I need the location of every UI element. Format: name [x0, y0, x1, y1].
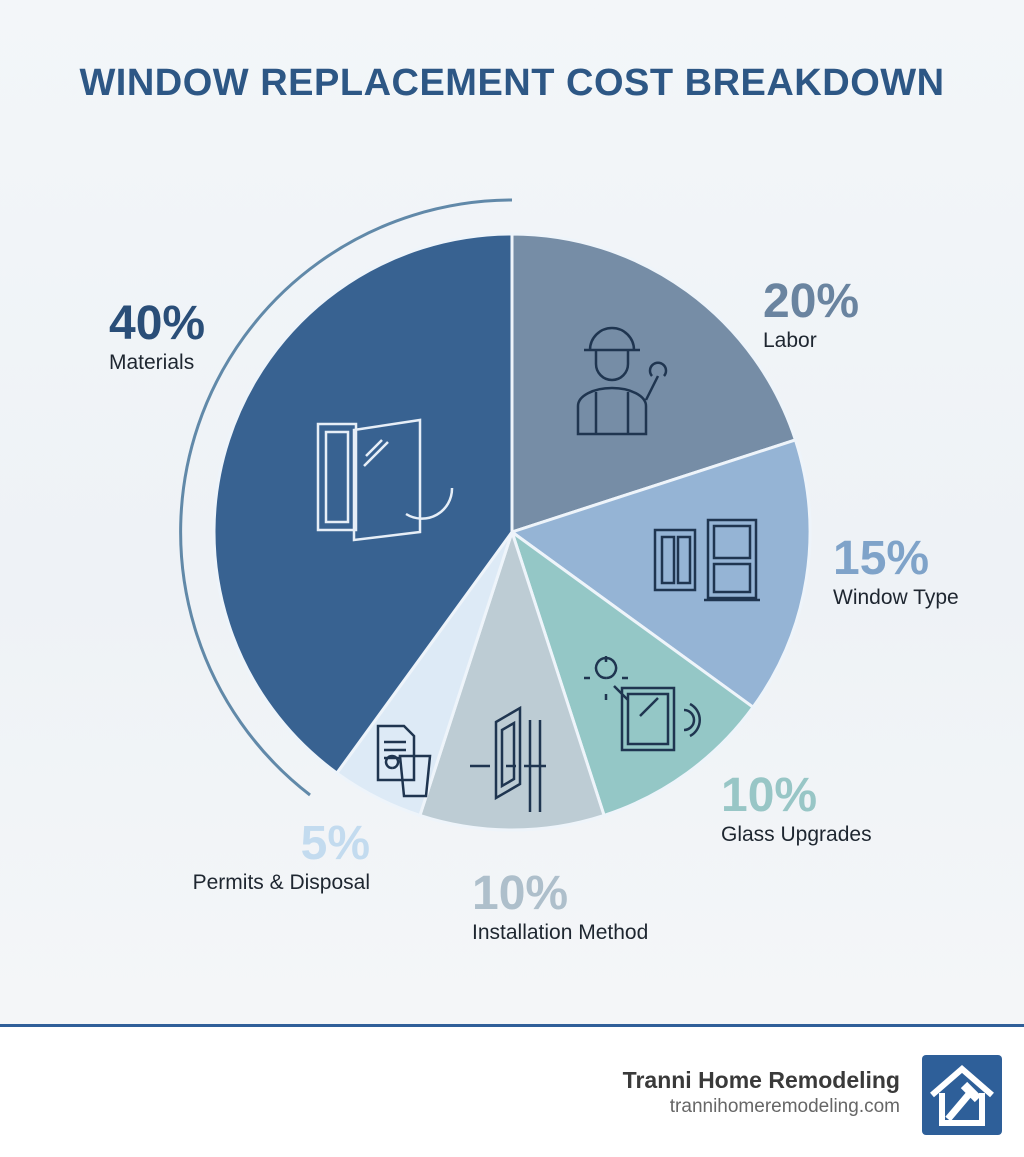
- slice-label: 20% Labor: [763, 275, 860, 352]
- pie-slice-materials: [212, 232, 514, 776]
- slice-percent: 20%: [763, 275, 860, 328]
- slice-label: 5% Permits & Disposal: [192, 817, 370, 894]
- permit-recycle-icon: [376, 724, 432, 798]
- window-swap-icon: [316, 418, 454, 542]
- slice-category: Permits & Disposal: [192, 871, 370, 894]
- slice-label: 10% Installation Method: [472, 867, 649, 944]
- slice-percent: 40%: [109, 297, 206, 350]
- slice-percent: 15%: [833, 532, 930, 585]
- slice-percent: 5%: [300, 817, 370, 870]
- company-url[interactable]: trannihomeremodeling.com: [669, 1096, 900, 1117]
- glass-sun-icon: [584, 656, 701, 752]
- slice-category: Materials: [109, 351, 195, 374]
- slice-percent: 10%: [721, 769, 818, 822]
- slice-label: 15% Window Type: [833, 532, 959, 609]
- decorative-arc: [179, 198, 513, 797]
- chart-title: WINDOW REPLACEMENT COST BREAKDOWN: [79, 62, 945, 104]
- slice-percent: 10%: [472, 867, 569, 920]
- house-hammer-icon: [922, 1055, 1002, 1135]
- pie-chart: [179, 198, 812, 832]
- company-name: Tranni Home Remodeling: [622, 1067, 900, 1093]
- worker-icon: [576, 326, 668, 436]
- footer: Tranni Home Remodeling trannihomeremodel…: [0, 1024, 1024, 1157]
- slice-category: Glass Upgrades: [721, 823, 872, 846]
- windows-icon: [653, 518, 760, 602]
- slice-category: Labor: [763, 329, 817, 352]
- slice-label: 10% Glass Upgrades: [721, 769, 872, 846]
- pie-slice-installation-method: [418, 527, 606, 832]
- slice-label: 40% Materials: [109, 297, 206, 374]
- installation-icon: [470, 705, 546, 812]
- slice-category: Installation Method: [472, 921, 649, 944]
- slice-category: Window Type: [833, 586, 959, 609]
- pie-slice-glass-upgrades: [509, 528, 756, 818]
